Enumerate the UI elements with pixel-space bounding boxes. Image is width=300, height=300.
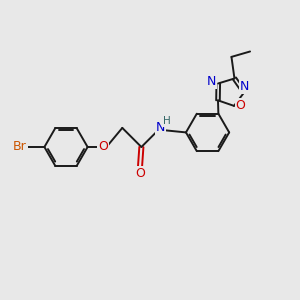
Text: O: O (98, 140, 108, 154)
Text: O: O (236, 99, 245, 112)
Text: N: N (207, 75, 216, 88)
Text: N: N (156, 122, 165, 134)
Text: Br: Br (13, 140, 27, 154)
Text: N: N (239, 80, 249, 93)
Text: H: H (163, 116, 171, 126)
Text: O: O (135, 167, 145, 180)
